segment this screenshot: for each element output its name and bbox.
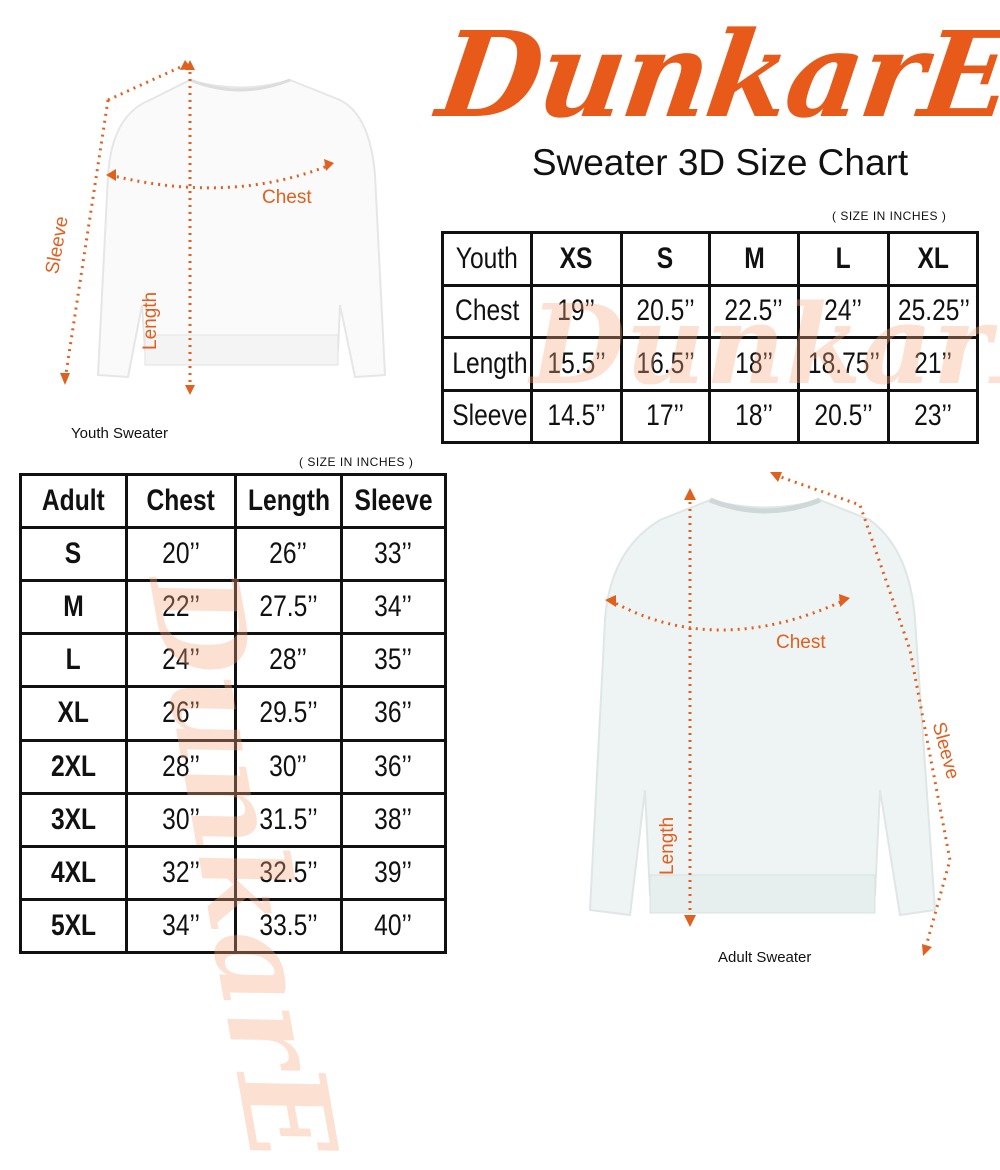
table-header-row: Youth XS S M L XL	[441, 231, 979, 287]
cell: 35’’	[340, 632, 447, 689]
row-label: 2XL	[19, 738, 128, 795]
cell: 14.5’’	[530, 388, 623, 444]
cell: 31.5’’	[234, 791, 343, 848]
cell: 26’’	[125, 685, 237, 742]
header-cell: Youth	[441, 231, 533, 287]
cell: 19’’	[530, 283, 623, 339]
header-cell: M	[708, 231, 800, 287]
row-label: 4XL	[19, 844, 128, 901]
table-row: S 20’’ 26’’ 33’’	[19, 526, 447, 583]
row-label: 5XL	[19, 897, 128, 955]
page-title: Sweater 3D Size Chart	[531, 142, 909, 183]
cell: 18’’	[708, 388, 800, 444]
adult-length-label: Length	[657, 816, 678, 875]
cell: 24’’	[797, 283, 890, 339]
cell: 28’’	[125, 738, 237, 795]
youth-units-note: ( SIZE IN INCHES )	[832, 209, 947, 223]
cell: 18.75’’	[797, 336, 890, 392]
header-cell: Sleeve	[340, 472, 447, 530]
row-label: Sleeve	[441, 388, 533, 444]
cell: 18’’	[708, 336, 800, 392]
cell: 36’’	[340, 685, 447, 742]
cell: 20.5’’	[797, 388, 890, 444]
cell: 28’’	[234, 632, 343, 689]
cell: 22’’	[125, 579, 237, 636]
table-row: 2XL 28’’ 30’’ 36’’	[19, 738, 447, 795]
cell: 34’’	[125, 897, 237, 955]
row-label: XL	[19, 685, 128, 742]
cell: 23’’	[887, 388, 979, 444]
cell: 15.5’’	[530, 336, 623, 392]
cell: 16.5’’	[620, 336, 711, 392]
cell: 33.5’’	[234, 897, 343, 955]
cell: 20.5’’	[620, 283, 711, 339]
row-label: S	[19, 526, 128, 583]
cell: 30’’	[234, 738, 343, 795]
adult-size-table: Adult Chest Length Sleeve S 20’’ 26’’ 33’’ M…	[19, 472, 447, 955]
header-cell: L	[797, 231, 890, 287]
header-cell: S	[620, 231, 711, 287]
header-cell: XL	[887, 231, 979, 287]
cell: 30’’	[125, 791, 237, 848]
cell: 32’’	[125, 844, 237, 901]
row-label: L	[19, 632, 128, 689]
table-row: XL 26’’ 29.5’’ 36’’	[19, 685, 447, 742]
header-cell: XS	[530, 231, 623, 287]
cell: 22.5’’	[708, 283, 800, 339]
cell: 25.25’’	[887, 283, 979, 339]
youth-shoulder-line	[107, 63, 186, 102]
adult-caption: Adult Sweater	[718, 949, 812, 966]
row-label: Length	[441, 336, 533, 392]
cell: 40’’	[340, 897, 447, 955]
cell: 38’’	[340, 791, 447, 848]
youth-caption: Youth Sweater	[71, 425, 169, 442]
row-label: Chest	[441, 283, 533, 339]
youth-chest-label: Chest	[262, 187, 312, 208]
cell: 20’’	[125, 526, 237, 583]
cell: 21’’	[887, 336, 979, 392]
cell: 36’’	[340, 738, 447, 795]
row-label: 3XL	[19, 791, 128, 848]
table-row: Sleeve 14.5’’ 17’’ 18’’ 20.5’’ 23’’	[441, 388, 979, 444]
header-cell: Chest	[125, 472, 237, 530]
table-row: 4XL 32’’ 32.5’’ 39’’	[19, 844, 447, 901]
table-row: M 22’’ 27.5’’ 34’’	[19, 579, 447, 636]
youth-length-label: Length	[140, 291, 161, 350]
cell: 33’’	[340, 526, 447, 583]
cell: 26’’	[234, 526, 343, 583]
adult-units-note: ( SIZE IN INCHES )	[299, 455, 414, 469]
table-row: Length 15.5’’ 16.5’’ 18’’ 18.75’’ 21’’	[441, 336, 979, 392]
brand-logo: DunkarE	[430, 5, 1000, 144]
table-row: 5XL 34’’ 33.5’’ 40’’	[19, 897, 447, 955]
row-label: M	[19, 579, 128, 636]
cell: 27.5’’	[234, 579, 343, 636]
cell: 29.5’’	[234, 685, 343, 742]
adult-chest-label: Chest	[776, 632, 826, 653]
table-row: 3XL 30’’ 31.5’’ 38’’	[19, 791, 447, 848]
table-header-row: Adult Chest Length Sleeve	[19, 472, 447, 530]
header-cell: Length	[234, 472, 343, 530]
header-cell: Adult	[19, 472, 128, 530]
adult-sweater-illustration	[588, 472, 952, 956]
cell: 39’’	[340, 844, 447, 901]
cell: 17’’	[620, 388, 711, 444]
cell: 32.5’’	[234, 844, 343, 901]
table-row: L 24’’ 28’’ 35’’	[19, 632, 447, 689]
youth-sweater-illustration	[60, 60, 387, 395]
youth-size-table: Youth XS S M L XL Chest 19’’ 20.5’’ 22.5…	[441, 231, 979, 444]
cell: 24’’	[125, 632, 237, 689]
table-row: Chest 19’’ 20.5’’ 22.5’’ 24’’ 25.25’’	[441, 283, 979, 339]
cell: 34’’	[340, 579, 447, 636]
